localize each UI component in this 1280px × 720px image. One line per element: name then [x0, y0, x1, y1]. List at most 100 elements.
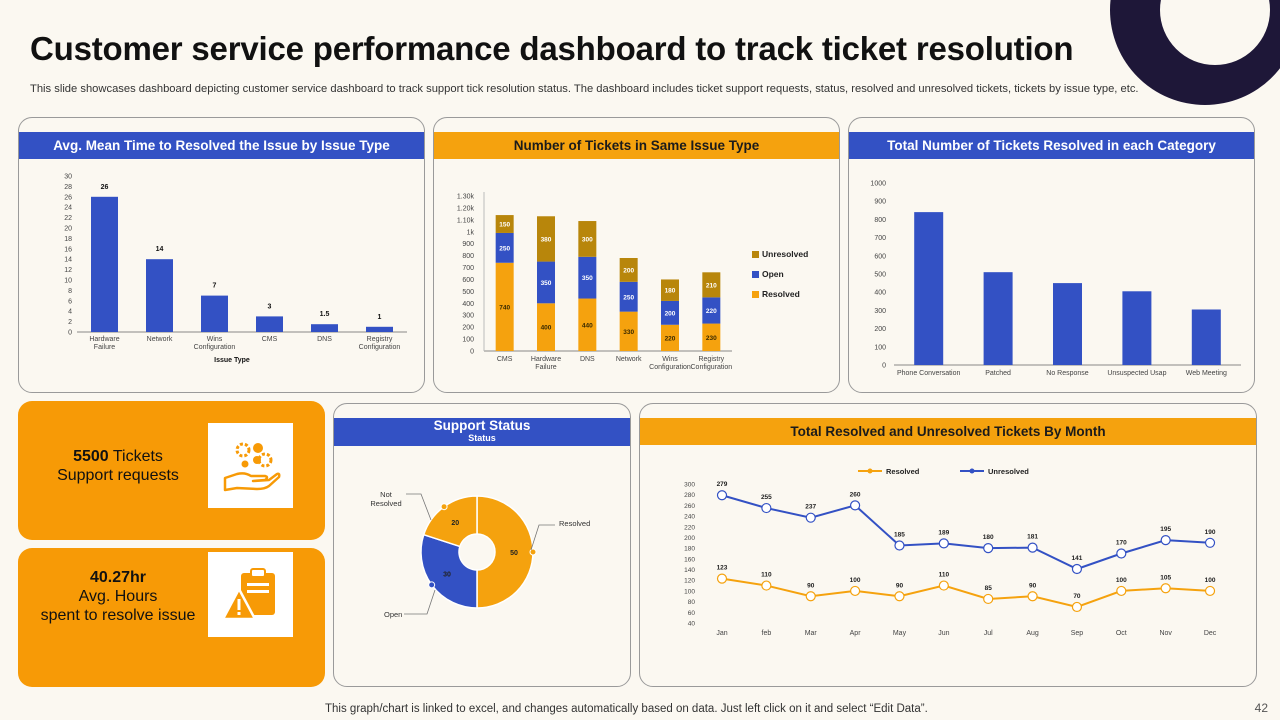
legend-swatch — [752, 271, 759, 278]
slice-value-label: 20 — [451, 520, 459, 527]
y-tick-label: 28 — [64, 184, 72, 191]
point-value-label: 110 — [761, 572, 772, 579]
y-tick-label: 700 — [874, 235, 886, 242]
support-status-header: Support Status Status — [334, 418, 630, 446]
y-tick-label: 100 — [874, 344, 886, 351]
point-value-label: 141 — [1072, 555, 1083, 562]
support-status-chart[interactable]: 50 30 20 Resolved Open Not Resolved — [334, 404, 631, 687]
hand-gears-icon — [208, 423, 293, 508]
slice-name-label: Open — [384, 610, 402, 619]
segment-value-label: 350 — [582, 275, 593, 282]
x-tick-label: CMS — [262, 336, 278, 343]
support-status-subtitle: Status — [468, 433, 496, 443]
point-value-label: 237 — [805, 504, 816, 511]
point-value-label: 255 — [761, 494, 772, 501]
hours-kpi-text: 40.27hr Avg. Hours spent to resolve issu… — [18, 568, 218, 625]
y-tick-label: 600 — [874, 253, 886, 260]
segment-value-label: 330 — [623, 329, 634, 336]
slice-value-label: 30 — [443, 572, 451, 579]
series-point-unresolved — [1071, 563, 1083, 575]
stack-segment-open — [537, 261, 555, 304]
segment-value-label: 300 — [582, 236, 593, 243]
bar-value-label: 14 — [156, 246, 164, 253]
segment-value-label: 220 — [665, 335, 676, 342]
bar-wins-configuration — [201, 295, 228, 332]
y-tick-label: 12 — [64, 267, 72, 274]
page-subtitle: This slide showcases dashboard depicting… — [30, 83, 1139, 95]
x-tick-label: Mar — [805, 630, 818, 637]
series-point-unresolved — [761, 502, 772, 514]
point-value-label: 100 — [1116, 577, 1127, 584]
series-point-unresolved — [850, 500, 861, 511]
y-tick-label: 6 — [68, 298, 72, 305]
point-value-label: 90 — [1029, 582, 1037, 589]
hours-kpi-value: 40.27hr — [89, 569, 147, 586]
series-point-resolved — [1071, 601, 1083, 613]
x-tick-label: Jan — [716, 630, 727, 637]
x-tick-label: Wins Configuration — [194, 336, 236, 351]
x-tick-label: Network — [616, 356, 642, 363]
y-tick-label: 220 — [684, 524, 695, 531]
y-tick-label: 1.20k — [457, 205, 475, 212]
series-point-resolved — [894, 591, 905, 602]
tickets-kpi-unit: Tickets — [108, 448, 163, 465]
x-tick-label: Hardware Failure — [89, 336, 119, 351]
y-tick-label: 1000 — [870, 181, 886, 188]
series-point-resolved — [938, 580, 949, 591]
series-point-resolved — [850, 585, 861, 597]
stack-segment-resolved — [537, 303, 555, 351]
series-line-unresolved — [721, 494, 1211, 571]
monthly-chart[interactable]: 40 60 80 100 120 140 160 180 200 220 240 260 280 300 J… — [640, 404, 1257, 687]
y-tick-label: 30 — [64, 174, 72, 181]
series-point-unresolved — [1204, 537, 1216, 548]
series-point-resolved — [983, 593, 994, 605]
y-tick-label: 8 — [68, 288, 72, 295]
y-tick-label: 200 — [462, 325, 474, 332]
same-issue-header: Number of Tickets in Same Issue Type — [434, 132, 839, 159]
y-tick-label: 0 — [68, 330, 72, 337]
stack-segment-resolved — [702, 323, 721, 351]
x-tick-label: Wins Configuration — [649, 356, 691, 371]
stack-segment-unresolved — [661, 279, 679, 301]
x-tick-label: Nov — [1159, 630, 1172, 637]
y-tick-label: 900 — [462, 241, 474, 248]
y-tick-label: 0 — [470, 349, 474, 356]
series-point-unresolved — [1116, 548, 1127, 559]
tickets-kpi-card: 5500 Tickets Support requests — [18, 401, 325, 540]
y-tick-label: 120 — [684, 578, 695, 585]
point-value-label: 90 — [807, 582, 815, 589]
series-point-unresolved — [716, 490, 728, 501]
point-value-label: 185 — [894, 531, 905, 538]
point-value-label: 85 — [985, 585, 993, 592]
y-tick-label: 0 — [882, 363, 886, 370]
same-issue-panel: Number of Tickets in Same Issue Type 0 10… — [433, 117, 840, 393]
x-tick-label: Phone Conversation — [897, 370, 961, 377]
stack-segment-open — [495, 232, 514, 263]
slice-name-label: Not Resolved — [370, 490, 401, 508]
segment-value-label: 150 — [499, 222, 510, 229]
x-tick-label: Patched — [985, 370, 1011, 377]
x-tick-label: Registry Configuration — [359, 336, 401, 351]
series-point-unresolved — [894, 540, 905, 551]
y-tick-label: 240 — [684, 514, 695, 521]
x-tick-label: Network — [147, 336, 173, 343]
y-tick-label: 400 — [462, 301, 474, 308]
y-tick-label: 24 — [64, 205, 72, 212]
x-axis-title: Issue Type — [214, 357, 250, 364]
y-tick-label: 60 — [688, 610, 696, 617]
series-point-unresolved — [1160, 535, 1171, 546]
stack-segment-unresolved — [495, 215, 514, 233]
x-tick-label: Unsuspected Usap — [1107, 370, 1166, 377]
category-chart[interactable]: 0 100 200 300 400 500 600 700 800 900 1000 Phone Co… — [849, 118, 1255, 393]
bar-dns — [311, 324, 338, 332]
stack-segment-resolved — [661, 324, 679, 351]
stack-segment-open — [661, 300, 679, 325]
x-tick-label: May — [893, 630, 907, 637]
same-issue-chart[interactable]: 0 100 200 300 400 500 600 700 800 900 1k 1.10k 1.20k… — [434, 118, 840, 393]
segment-value-label: 350 — [541, 280, 552, 287]
x-tick-label: Oct — [1116, 630, 1127, 637]
bar-network — [146, 259, 173, 332]
x-tick-label: Apr — [850, 630, 862, 637]
tickets-kpi-text: 5500 Tickets Support requests — [18, 447, 218, 485]
